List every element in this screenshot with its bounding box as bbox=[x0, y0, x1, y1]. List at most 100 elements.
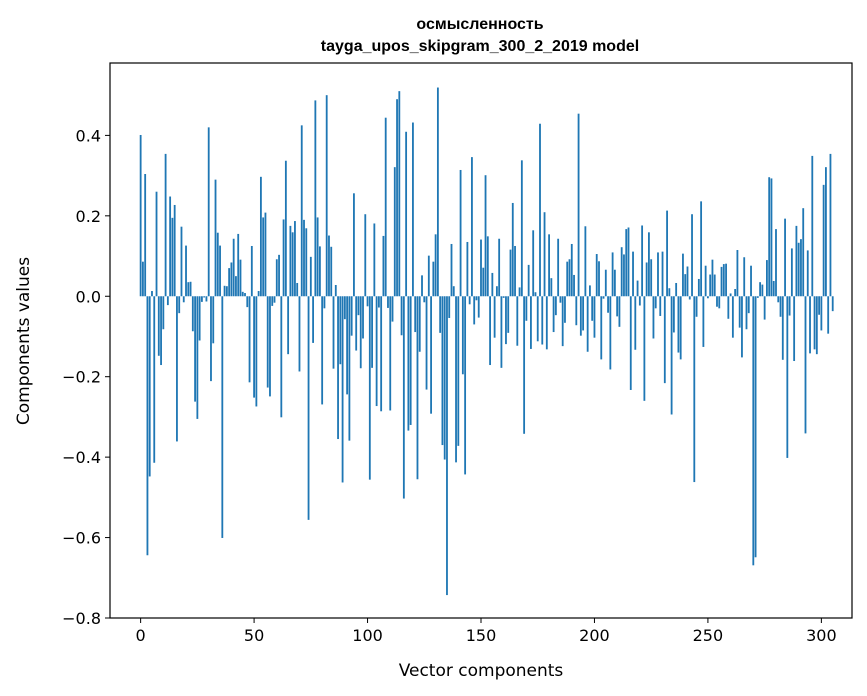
x-tick-label: 150 bbox=[466, 626, 497, 645]
bar-163 bbox=[509, 249, 512, 297]
bar-102 bbox=[371, 296, 373, 368]
bar-124 bbox=[421, 275, 423, 297]
bar-108 bbox=[384, 117, 387, 297]
bar-87 bbox=[337, 296, 339, 440]
bar-249 bbox=[704, 265, 707, 297]
bar-201 bbox=[595, 254, 598, 297]
bar-93 bbox=[350, 296, 353, 336]
y-tick-label: −0.6 bbox=[62, 529, 101, 548]
bar-16 bbox=[176, 296, 178, 442]
bar-88 bbox=[339, 296, 342, 365]
bar-104 bbox=[375, 296, 378, 407]
bar-24 bbox=[194, 296, 196, 402]
bar-67 bbox=[291, 232, 294, 297]
bar-271 bbox=[754, 296, 757, 558]
bar-118 bbox=[407, 296, 410, 431]
bar-236 bbox=[675, 282, 678, 297]
bar-246 bbox=[697, 278, 700, 297]
bar-30 bbox=[207, 127, 210, 297]
bar-232 bbox=[666, 210, 668, 297]
bar-162 bbox=[507, 296, 510, 333]
bar-187 bbox=[564, 296, 566, 323]
bar-211 bbox=[618, 296, 621, 327]
bar-185 bbox=[559, 296, 562, 303]
bar-8 bbox=[157, 296, 160, 356]
bar-81 bbox=[323, 296, 326, 309]
bar-61 bbox=[278, 254, 280, 297]
bar-298 bbox=[815, 296, 818, 355]
bar-84 bbox=[330, 246, 333, 297]
bar-228 bbox=[657, 252, 659, 297]
bar-23 bbox=[191, 296, 194, 332]
bar-295 bbox=[809, 296, 811, 354]
bar-155 bbox=[491, 272, 494, 297]
bar-31 bbox=[210, 296, 212, 382]
bar-38 bbox=[225, 286, 228, 297]
y-tick-label: −0.4 bbox=[62, 448, 101, 467]
bar-127 bbox=[427, 255, 430, 297]
bar-10 bbox=[162, 296, 165, 330]
bar-179 bbox=[545, 296, 548, 350]
bar-27 bbox=[200, 296, 203, 302]
bar-303 bbox=[827, 296, 830, 334]
bar-283 bbox=[781, 296, 784, 360]
bar-109 bbox=[387, 296, 389, 308]
bar-167 bbox=[518, 287, 521, 297]
bar-182 bbox=[552, 296, 555, 333]
bar-171 bbox=[527, 264, 530, 297]
bar-262 bbox=[734, 289, 737, 297]
bar-204 bbox=[602, 296, 605, 299]
bar-299 bbox=[818, 296, 821, 315]
bar-166 bbox=[516, 296, 519, 346]
bar-287 bbox=[790, 248, 793, 297]
bar-150 bbox=[480, 239, 482, 297]
bar-292 bbox=[802, 208, 805, 297]
bar-140 bbox=[457, 296, 460, 446]
bar-188 bbox=[566, 261, 569, 297]
bar-44 bbox=[239, 259, 242, 297]
bar-157 bbox=[495, 286, 498, 297]
bar-184 bbox=[557, 238, 560, 297]
bar-284 bbox=[784, 218, 786, 297]
bar-178 bbox=[543, 212, 546, 297]
bar-13 bbox=[169, 196, 172, 297]
bar-245 bbox=[695, 296, 698, 317]
bar-136 bbox=[448, 296, 451, 318]
bar-247 bbox=[700, 201, 703, 297]
x-axis: 0 50 100 150 200 250 300 bbox=[136, 618, 837, 645]
bar-159 bbox=[500, 296, 503, 368]
bar-223 bbox=[645, 262, 648, 297]
bar-41 bbox=[232, 238, 235, 297]
bar-257 bbox=[722, 264, 725, 297]
y-tick-label: −0.8 bbox=[62, 609, 101, 628]
bar-86 bbox=[334, 285, 337, 297]
bar-219 bbox=[636, 280, 639, 297]
bar-49 bbox=[250, 245, 253, 297]
bar-58 bbox=[271, 296, 274, 306]
bar-51 bbox=[255, 296, 258, 407]
bar-175 bbox=[536, 296, 539, 342]
bar-274 bbox=[761, 284, 764, 297]
bar-85 bbox=[332, 296, 335, 369]
bar-263 bbox=[736, 250, 739, 297]
bar-54 bbox=[262, 217, 265, 297]
bar-129 bbox=[432, 261, 435, 297]
bar-63 bbox=[282, 219, 285, 297]
bar-218 bbox=[634, 296, 637, 350]
bar-209 bbox=[613, 269, 616, 297]
bar-33 bbox=[214, 179, 217, 297]
x-axis-label: Vector components bbox=[399, 661, 564, 681]
bar-92 bbox=[348, 296, 351, 441]
bar-116 bbox=[402, 296, 405, 499]
bar-301 bbox=[822, 184, 825, 297]
bar-253 bbox=[713, 274, 716, 297]
bar-137 bbox=[450, 243, 453, 297]
bar-149 bbox=[477, 296, 480, 318]
bar-230 bbox=[661, 251, 664, 297]
y-axis-label: Components values bbox=[14, 257, 34, 425]
bar-126 bbox=[425, 296, 428, 390]
bar-22 bbox=[189, 281, 192, 297]
bar-293 bbox=[804, 296, 807, 434]
bar-19 bbox=[182, 296, 185, 303]
bar-11 bbox=[164, 153, 167, 297]
